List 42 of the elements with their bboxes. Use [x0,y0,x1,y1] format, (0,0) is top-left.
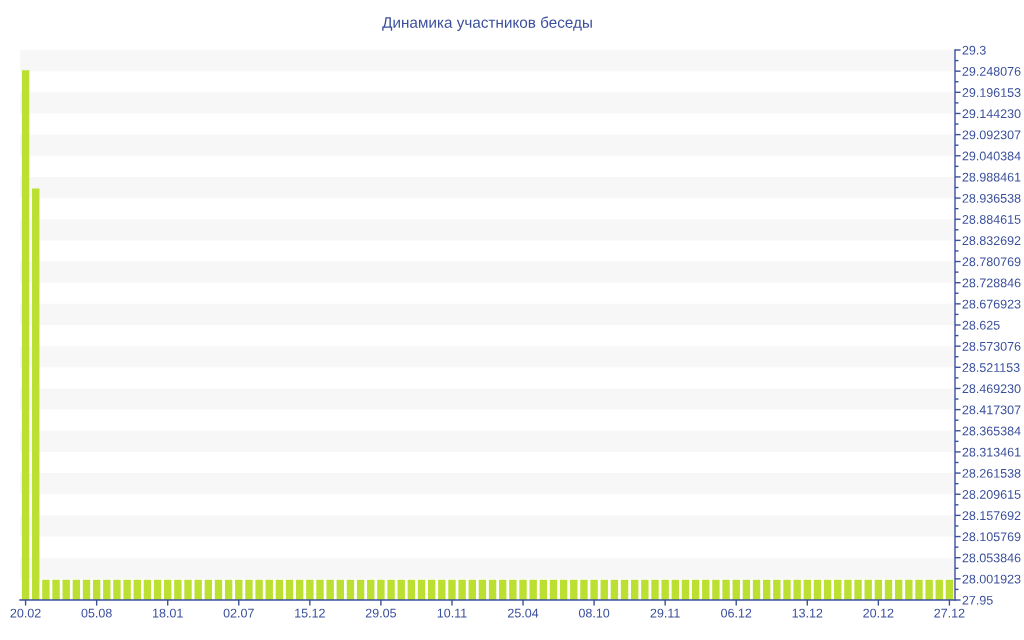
y-tick-label: 28.313461 [962,447,1021,457]
x-tick-label: 29.11 [650,608,680,618]
y-tick-label: 28.936538 [962,193,1021,203]
x-tick-label: 25.04 [508,608,539,618]
x-tick-label: 15.12 [295,608,325,618]
y-tick-label: 28.105769 [962,532,1021,542]
y-tick-label: 29.196153 [962,88,1021,97]
x-tick-label: 06.12 [721,608,752,618]
x-tick-label: 08.10 [578,608,610,618]
x-tick-label: 27.12 [934,608,965,618]
x-tick-label: 02.07 [223,608,254,618]
y-tick-label: 28.832692 [962,236,1021,246]
y-tick-label: 28.988461 [962,172,1021,182]
y-tick-label: 28.573076 [962,341,1021,351]
x-tick-label: 05.08 [81,608,112,618]
chart-title: Динамика участников беседы [382,16,592,31]
y-tick-label: 29.3 [962,45,986,55]
y-tick-label: 28.676923 [962,299,1021,309]
y-tick-label: 28.780769 [962,257,1021,267]
y-tick-label: 29.144230 [962,109,1021,119]
y-tick-label: 29.248076 [962,66,1021,76]
y-tick-label: 28.521153 [962,363,1020,372]
y-tick-label: 29.092307 [962,130,1021,140]
y-tick-label: 28.001923 [962,574,1021,584]
y-tick-label: 28.417307 [962,405,1021,415]
y-tick-label: 28.261538 [962,468,1021,478]
y-tick-label: 28.053846 [962,553,1021,563]
x-tick-label: 20.02 [10,608,41,618]
y-tick-label: 28.469230 [962,384,1021,394]
x-tick-label: 13.12 [792,608,823,618]
y-tick-label: 28.625 [962,320,1000,330]
x-tick-label: 29.05 [365,608,397,618]
y-tick-label: 28.209615 [962,490,1021,499]
x-tick-label: 20.12 [863,608,894,618]
y-tick-label: 28.884615 [962,215,1021,224]
y-tick-label: 28.728846 [962,278,1021,288]
y-tick-label: 29.040384 [962,151,1021,161]
y-tick-label: 27.95 [962,595,993,605]
y-tick-label: 28.157692 [962,511,1021,521]
x-tick-label: 10.11 [437,608,467,618]
y-tick-label: 28.365384 [962,426,1021,436]
x-tick-label: 18.01 [153,608,183,618]
